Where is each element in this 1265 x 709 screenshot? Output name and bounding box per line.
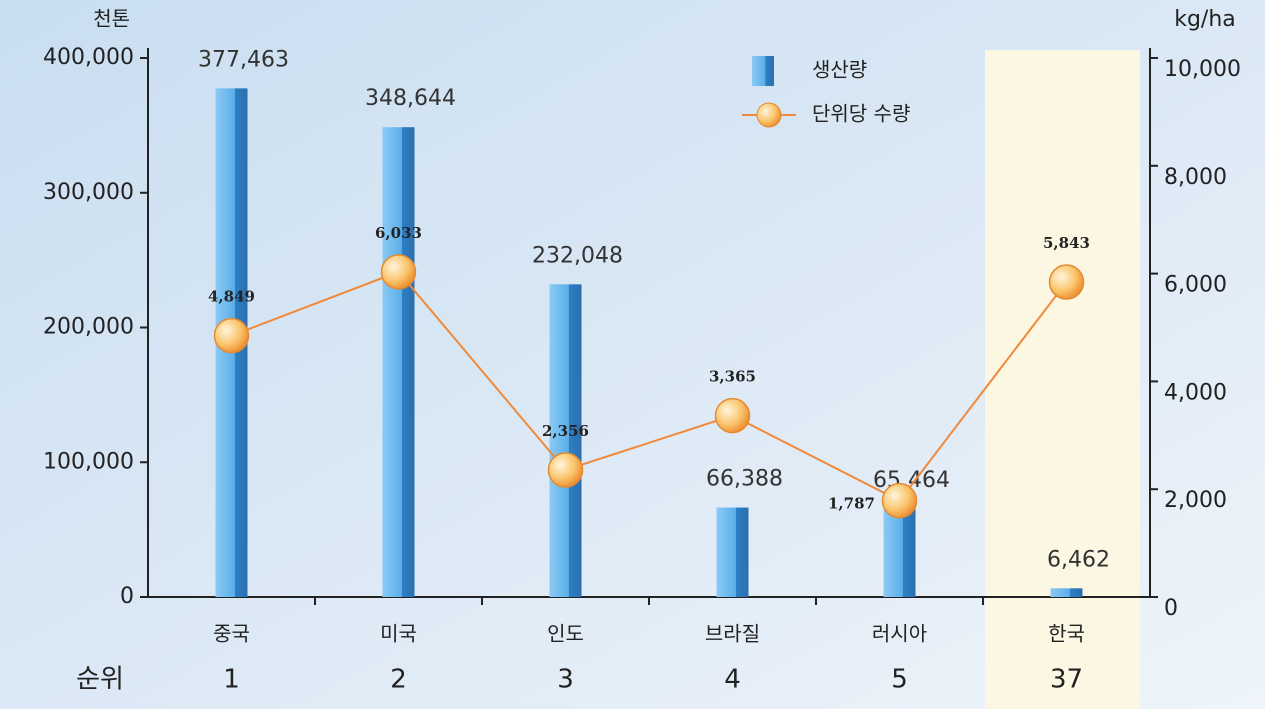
y2-tick-label: 2,000: [1164, 488, 1227, 513]
line-value-label: 1,787: [828, 495, 875, 513]
y2-tick-label: 8,000: [1164, 165, 1227, 190]
highlight-band: [985, 50, 1140, 709]
line-point: [1048, 264, 1085, 300]
line-point: [547, 452, 584, 488]
line-value-label: 2,356: [542, 422, 589, 440]
y2-tick-label: 4,000: [1164, 380, 1227, 405]
x-tick-label: 브라질: [705, 622, 760, 646]
legend-dot-swatch: [756, 102, 782, 128]
legend-label: 단위당 수량: [812, 102, 910, 126]
line-value-label: 4,849: [208, 288, 255, 306]
line-point: [714, 397, 751, 434]
line-value-label: 3,365: [709, 368, 756, 386]
bar-value-label: 348,644: [365, 86, 456, 111]
line-point: [213, 317, 250, 354]
x-tick-label: 중국: [213, 622, 250, 646]
legend-label: 생산량: [812, 58, 867, 82]
bar-value-label: 66,388: [706, 467, 783, 492]
y2-tick-label: 10,000: [1164, 57, 1241, 82]
bar-value-label: 377,463: [198, 47, 289, 72]
y-tick-label: 100,000: [43, 449, 134, 474]
legend-bar-swatch: [752, 56, 774, 86]
x-tick-label: 한국: [1048, 622, 1085, 646]
rank-value: 1: [223, 665, 240, 695]
y-tick-label: 0: [120, 584, 134, 609]
line-value-label: 6,033: [375, 224, 422, 242]
y-tick-label: 400,000: [43, 45, 134, 70]
x-tick-label: 러시아: [872, 622, 927, 646]
bar: [716, 507, 749, 597]
x-tick-label: 미국: [380, 622, 417, 646]
line-point: [380, 254, 417, 290]
y-tick-label: 200,000: [43, 315, 134, 340]
line-value-label: 5,843: [1043, 234, 1090, 252]
rank-value: 3: [557, 665, 574, 695]
y-tick-label: 300,000: [43, 180, 134, 205]
bar: [549, 284, 582, 597]
y2-axis-label: kg/ha: [1174, 7, 1236, 32]
rank-value: 2: [390, 665, 407, 695]
rank-value: 37: [1050, 665, 1083, 695]
bar-value-label: 232,048: [532, 243, 623, 268]
bar-value-label: 6,462: [1047, 547, 1110, 572]
bar: [883, 508, 916, 597]
rank-value: 5: [891, 665, 908, 695]
y2-tick-label: 0: [1164, 596, 1178, 621]
bar: [382, 127, 415, 597]
y-axis-label: 천톤: [93, 7, 130, 31]
bar: [1050, 588, 1083, 597]
x-tick-label: 인도: [547, 622, 584, 646]
y2-tick-label: 6,000: [1164, 273, 1227, 298]
line: [231, 270, 1068, 502]
rank-label: 순위: [76, 665, 124, 695]
rank-value: 4: [724, 665, 741, 695]
line-point: [881, 482, 918, 519]
